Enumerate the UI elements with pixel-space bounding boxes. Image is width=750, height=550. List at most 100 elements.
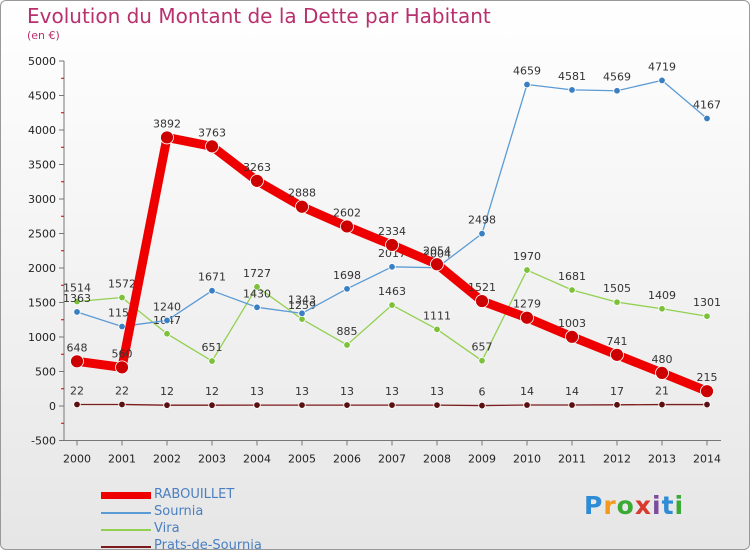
- data-label-vira: 1514: [63, 282, 91, 295]
- data-label-vira: 885: [337, 325, 358, 338]
- data-label-sournia: 4581: [558, 70, 586, 83]
- data-label-rabouillet: 215: [697, 371, 718, 384]
- data-point-rabouillet: [70, 354, 84, 369]
- data-label-rabouillet: 3892: [153, 117, 181, 130]
- data-point-prats-de-sournia: [703, 400, 711, 409]
- data-point-rabouillet: [205, 139, 219, 154]
- data-point-sournia: [658, 76, 666, 85]
- data-label-vira: 1409: [648, 289, 676, 302]
- legend-label: Sournia: [154, 504, 204, 519]
- data-point-prats-de-sournia: [118, 400, 126, 409]
- data-label-sournia: 4659: [513, 65, 541, 78]
- data-label-prats-de-sournia: 13: [430, 385, 444, 398]
- y-tick-label: 0: [49, 400, 56, 413]
- data-point-rabouillet: [160, 130, 174, 145]
- x-tick-label: 2009: [468, 453, 496, 466]
- data-point-prats-de-sournia: [388, 401, 396, 409]
- data-point-rabouillet: [430, 257, 444, 272]
- data-point-vira: [163, 330, 171, 338]
- data-label-rabouillet: 2054: [423, 244, 451, 257]
- data-point-prats-de-sournia: [343, 401, 351, 409]
- data-point-rabouillet: [610, 347, 624, 362]
- data-point-vira: [703, 312, 711, 320]
- legend-label: RABOUILLET: [154, 487, 235, 502]
- data-label-vira: 1970: [513, 250, 541, 263]
- data-label-prats-de-sournia: 13: [250, 385, 264, 398]
- data-label-sournia: 1698: [333, 269, 361, 282]
- data-point-vira: [613, 298, 621, 306]
- data-label-sournia: 4569: [603, 71, 631, 84]
- data-point-vira: [433, 325, 441, 334]
- data-label-rabouillet: 560: [112, 347, 133, 360]
- data-label-prats-de-sournia: 22: [70, 384, 84, 397]
- y-tick-label: 5000: [28, 55, 56, 68]
- y-tick-label: 3000: [28, 193, 56, 206]
- data-point-vira: [523, 266, 531, 274]
- proxiti-logo: Proxiti: [584, 491, 685, 520]
- data-point-rabouillet: [565, 329, 579, 344]
- x-tick-label: 2002: [153, 453, 181, 466]
- data-label-rabouillet: 1521: [468, 281, 496, 294]
- legend-label: Vira: [154, 521, 180, 536]
- data-point-rabouillet: [700, 384, 714, 399]
- data-point-sournia: [118, 322, 126, 331]
- x-tick-label: 2004: [243, 453, 271, 466]
- legend-swatch: [101, 546, 151, 548]
- data-label-prats-de-sournia: 22: [115, 384, 129, 397]
- legend-label: Prats-de-Sournia: [154, 538, 262, 550]
- data-point-sournia: [523, 80, 531, 89]
- data-point-prats-de-sournia: [208, 401, 216, 409]
- data-label-sournia: 4719: [648, 60, 676, 73]
- data-point-prats-de-sournia: [613, 401, 621, 409]
- data-point-prats-de-sournia: [73, 400, 81, 409]
- data-label-vira: 657: [472, 341, 493, 354]
- x-tick-label: 2003: [198, 453, 226, 466]
- data-label-prats-de-sournia: 21: [655, 385, 669, 398]
- data-label-prats-de-sournia: 14: [565, 385, 579, 398]
- data-point-prats-de-sournia: [523, 401, 531, 409]
- data-label-prats-de-sournia: 13: [295, 385, 309, 398]
- data-point-vira: [478, 356, 486, 365]
- data-point-sournia: [73, 308, 81, 316]
- x-tick-label: 2011: [558, 453, 586, 466]
- data-point-sournia: [343, 285, 351, 293]
- x-tick-label: 2006: [333, 453, 361, 466]
- data-point-rabouillet: [115, 360, 129, 375]
- y-tick-label: 4500: [28, 90, 56, 103]
- data-point-rabouillet: [655, 365, 669, 380]
- data-point-vira: [118, 293, 126, 302]
- data-point-sournia: [613, 87, 621, 95]
- data-point-vira: [253, 283, 261, 291]
- data-point-sournia: [478, 229, 486, 238]
- data-point-rabouillet: [475, 294, 489, 308]
- data-point-prats-de-sournia: [568, 401, 576, 409]
- legend-swatch: [101, 512, 151, 514]
- y-tick-label: -500: [31, 435, 56, 448]
- chart-title: Evolution du Montant de la Dette par Hab…: [27, 4, 491, 28]
- data-label-rabouillet: 2602: [333, 206, 361, 219]
- data-label-sournia: 1363: [63, 292, 91, 305]
- data-label-vira: 1505: [603, 282, 631, 295]
- chart-unit: (en €): [27, 29, 60, 42]
- data-point-sournia: [568, 86, 576, 94]
- data-label-prats-de-sournia: 12: [205, 385, 219, 398]
- data-label-vira: 1301: [693, 296, 721, 309]
- data-label-rabouillet: 480: [652, 353, 673, 366]
- data-point-vira: [73, 297, 81, 306]
- data-point-prats-de-sournia: [253, 401, 261, 409]
- y-tick-label: 2000: [28, 262, 56, 275]
- data-point-prats-de-sournia: [298, 401, 306, 409]
- data-point-rabouillet: [385, 238, 399, 252]
- data-label-prats-de-sournia: 13: [385, 385, 399, 398]
- x-tick-label: 2010: [513, 453, 541, 466]
- data-label-vira: 1681: [558, 270, 586, 283]
- data-label-sournia: 1671: [198, 271, 226, 284]
- data-point-rabouillet: [250, 173, 264, 188]
- x-tick-label: 2013: [648, 453, 676, 466]
- data-label-sournia: 2498: [468, 214, 496, 227]
- data-point-vira: [568, 286, 576, 294]
- data-label-rabouillet: 741: [607, 335, 628, 348]
- legend-swatch: [101, 492, 151, 499]
- data-label-sournia: 4167: [693, 98, 721, 111]
